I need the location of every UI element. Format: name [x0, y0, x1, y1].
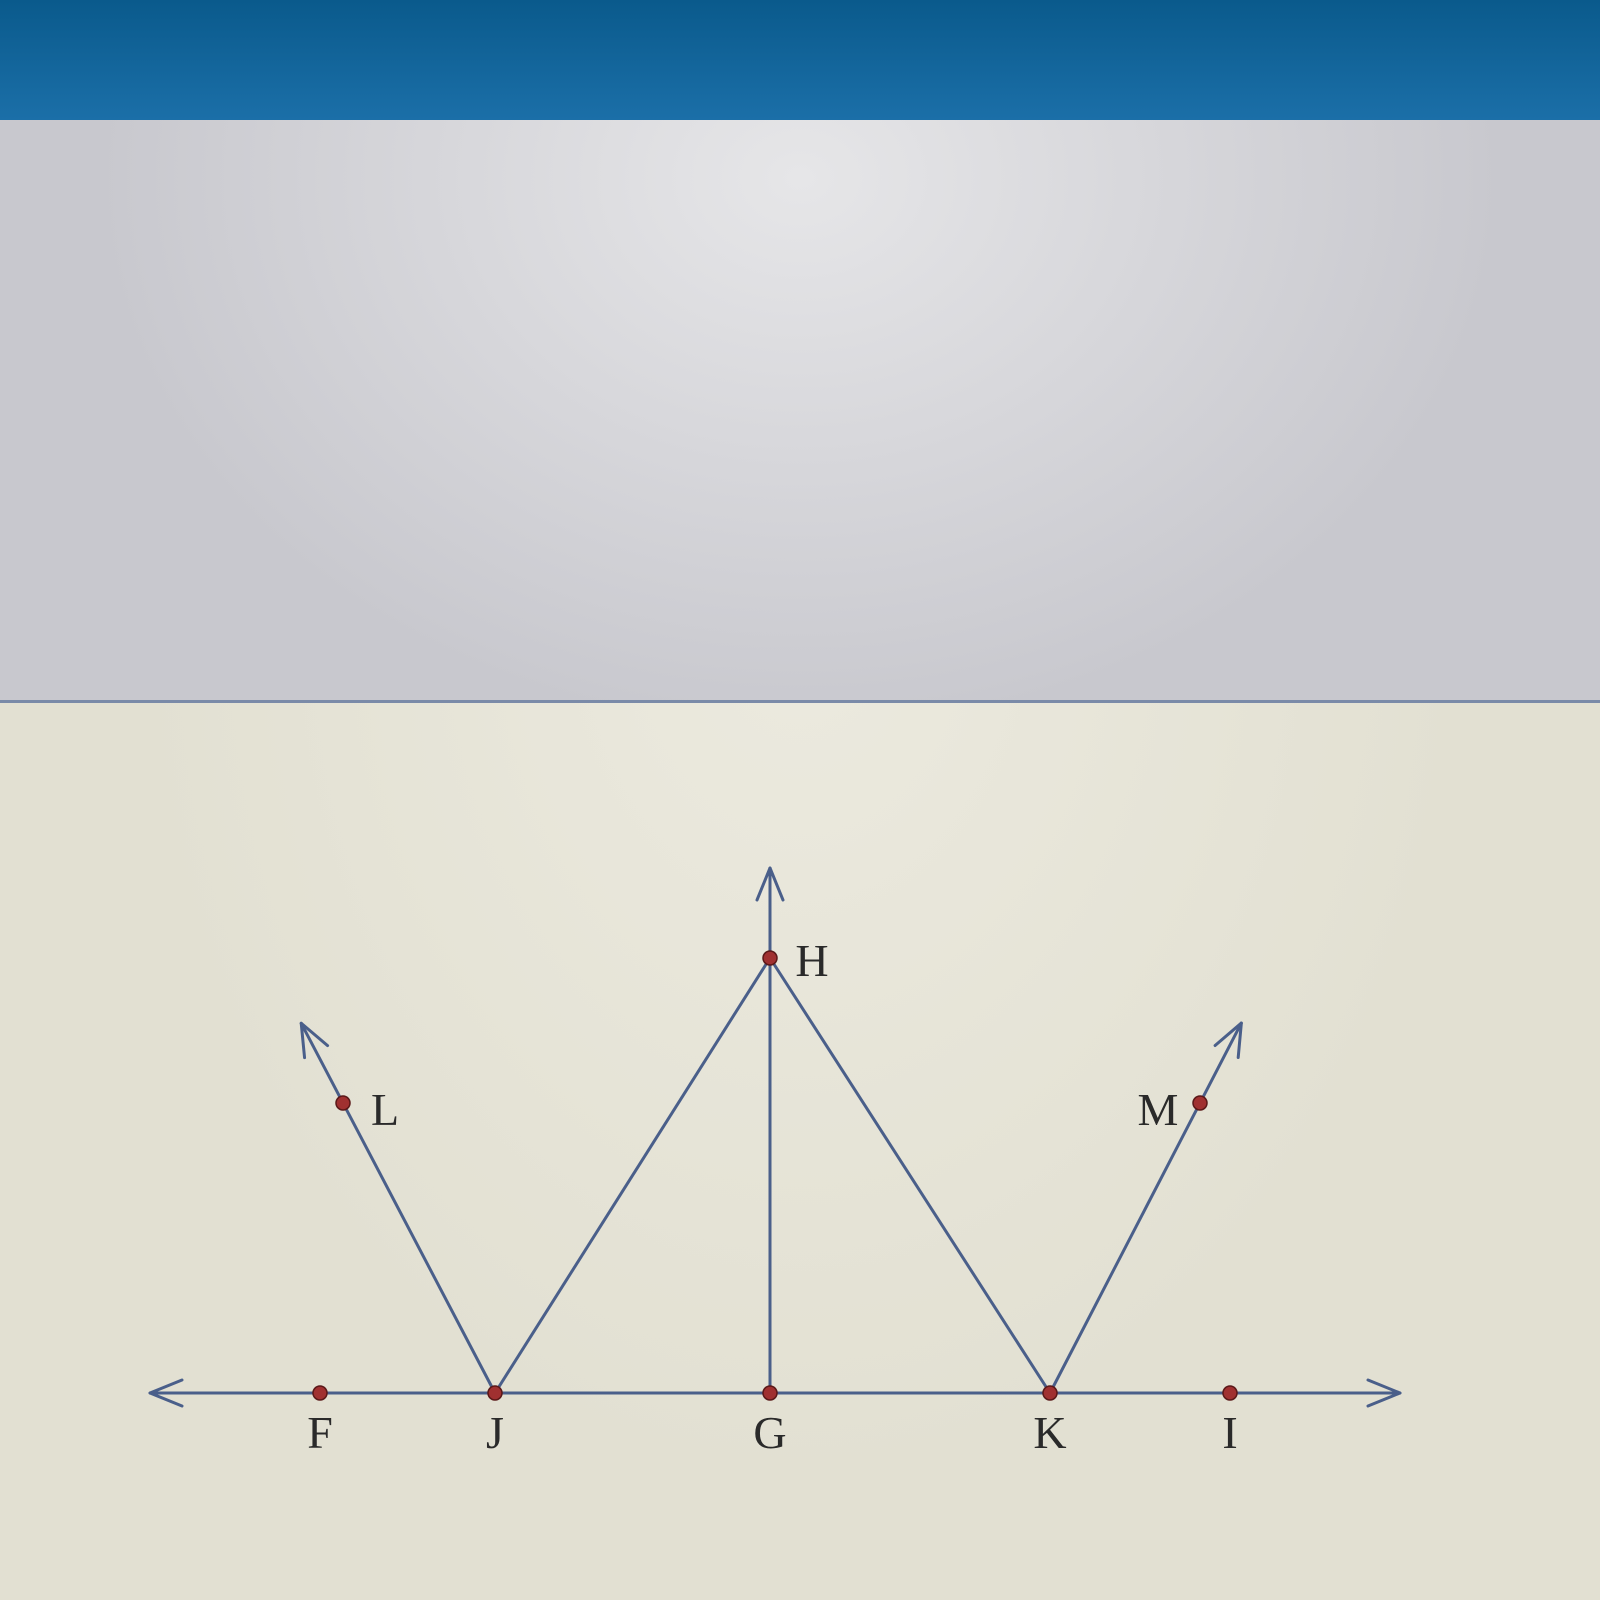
point-K [1043, 1386, 1057, 1400]
label-I: I [1222, 1407, 1237, 1458]
geometry-diagram: F J G K I H L M [0, 703, 1600, 1600]
diagram-svg: F J G K I H L M [0, 703, 1600, 1600]
label-K: K [1033, 1407, 1066, 1458]
point-F [313, 1386, 327, 1400]
label-J: J [486, 1407, 504, 1458]
upper-panel [0, 120, 1600, 700]
label-F: F [307, 1407, 333, 1458]
page-root: F J G K I H L M [0, 0, 1600, 1600]
point-J [488, 1386, 502, 1400]
point-I [1223, 1386, 1237, 1400]
label-G: G [753, 1407, 786, 1458]
point-G [763, 1386, 777, 1400]
label-H: H [795, 935, 828, 986]
label-L: L [371, 1084, 399, 1135]
label-M: M [1138, 1084, 1179, 1135]
point-M [1193, 1096, 1207, 1110]
window-title-bar [0, 0, 1600, 120]
point-H [763, 951, 777, 965]
point-L [336, 1096, 350, 1110]
